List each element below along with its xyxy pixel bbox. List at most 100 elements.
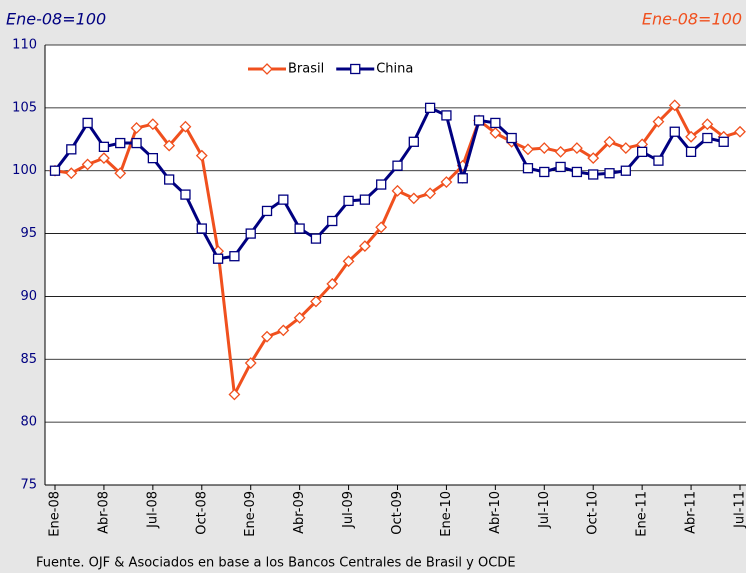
point <box>163 139 176 152</box>
source-note: Fuente. OJF & Asociados en base a los Ba… <box>36 556 516 571</box>
point <box>65 167 78 180</box>
point <box>457 173 468 184</box>
point <box>392 160 403 171</box>
point <box>685 146 697 158</box>
point <box>701 118 714 131</box>
point <box>668 99 681 112</box>
legend-label: Brasil <box>288 62 324 77</box>
legend-label: China <box>376 62 413 77</box>
point <box>571 166 583 178</box>
x-tick-label: Oct-10 <box>586 491 601 535</box>
point <box>310 233 322 244</box>
point <box>131 137 142 149</box>
y-tick-label: 90 <box>20 289 37 304</box>
x-tick-label: Oct-08 <box>194 491 209 535</box>
x-tick-label: Abr-11 <box>684 491 699 534</box>
x-tick-label: Ene-09 <box>243 491 258 537</box>
point <box>81 158 94 171</box>
point <box>342 255 355 268</box>
point <box>277 324 290 337</box>
point <box>554 145 567 158</box>
point <box>228 388 241 401</box>
point <box>261 205 273 217</box>
point <box>588 169 599 180</box>
point <box>490 117 501 129</box>
point <box>49 165 61 176</box>
x-tick-label: Abr-09 <box>292 491 307 534</box>
point <box>424 102 436 114</box>
point <box>147 152 159 164</box>
point <box>407 192 420 205</box>
point <box>66 144 77 155</box>
x-tick-label: Jul-08 <box>145 491 160 529</box>
point <box>604 168 615 179</box>
point <box>539 166 550 178</box>
point <box>358 240 371 253</box>
y-tick-label: 85 <box>20 352 37 367</box>
point <box>636 146 648 158</box>
point <box>278 194 289 205</box>
point <box>702 132 713 144</box>
point <box>115 137 126 149</box>
point <box>619 142 632 155</box>
point <box>261 330 273 343</box>
point <box>326 277 339 290</box>
y-tick-label: 100 <box>12 163 37 178</box>
y-tick-label: 80 <box>20 415 37 430</box>
point <box>180 189 191 200</box>
point <box>603 135 616 148</box>
point <box>555 161 566 173</box>
point <box>441 110 452 121</box>
point <box>669 126 680 137</box>
point <box>587 152 600 165</box>
point <box>82 117 93 129</box>
x-tick-label: Ene-10 <box>439 491 454 537</box>
point <box>489 127 502 139</box>
y-tick-label: 95 <box>20 226 37 241</box>
point <box>310 295 322 308</box>
point <box>114 167 127 180</box>
plot-area <box>45 45 746 485</box>
point <box>98 152 110 165</box>
point <box>195 149 208 162</box>
x-tick-label: Oct-09 <box>390 491 405 535</box>
point <box>376 179 387 190</box>
point <box>522 163 534 174</box>
point <box>375 221 388 234</box>
point <box>245 228 256 239</box>
point <box>179 120 192 133</box>
point <box>570 142 583 155</box>
x-tick-label: Jul-11 <box>733 491 746 529</box>
chart-subtitle: Ene-08=100 <box>642 10 742 29</box>
point <box>685 130 697 143</box>
point <box>244 357 257 369</box>
point <box>424 187 437 200</box>
x-tick-label: Abr-08 <box>96 491 111 534</box>
point <box>652 115 665 128</box>
point <box>164 174 175 185</box>
point <box>620 165 631 176</box>
x-tick-label: Jul-10 <box>537 491 552 529</box>
y-tick-label: 105 <box>12 100 37 115</box>
point <box>196 223 207 234</box>
point <box>130 122 143 134</box>
point <box>391 184 404 197</box>
x-tick-label: Ene-08 <box>48 491 63 537</box>
point <box>212 253 224 264</box>
chart-title: Ene-08=100 <box>6 10 106 29</box>
point <box>294 223 305 234</box>
x-tick-label: Abr-10 <box>488 491 503 534</box>
point <box>440 176 453 188</box>
point <box>506 132 517 144</box>
legend-marker <box>350 63 361 75</box>
y-tick-label: 75 <box>20 478 37 493</box>
x-tick-label: Ene-11 <box>635 491 650 537</box>
point <box>473 115 485 126</box>
point <box>327 215 338 227</box>
point <box>538 142 551 155</box>
point <box>359 194 371 205</box>
point <box>293 311 306 324</box>
legend-marker <box>261 63 273 75</box>
point <box>718 136 729 147</box>
